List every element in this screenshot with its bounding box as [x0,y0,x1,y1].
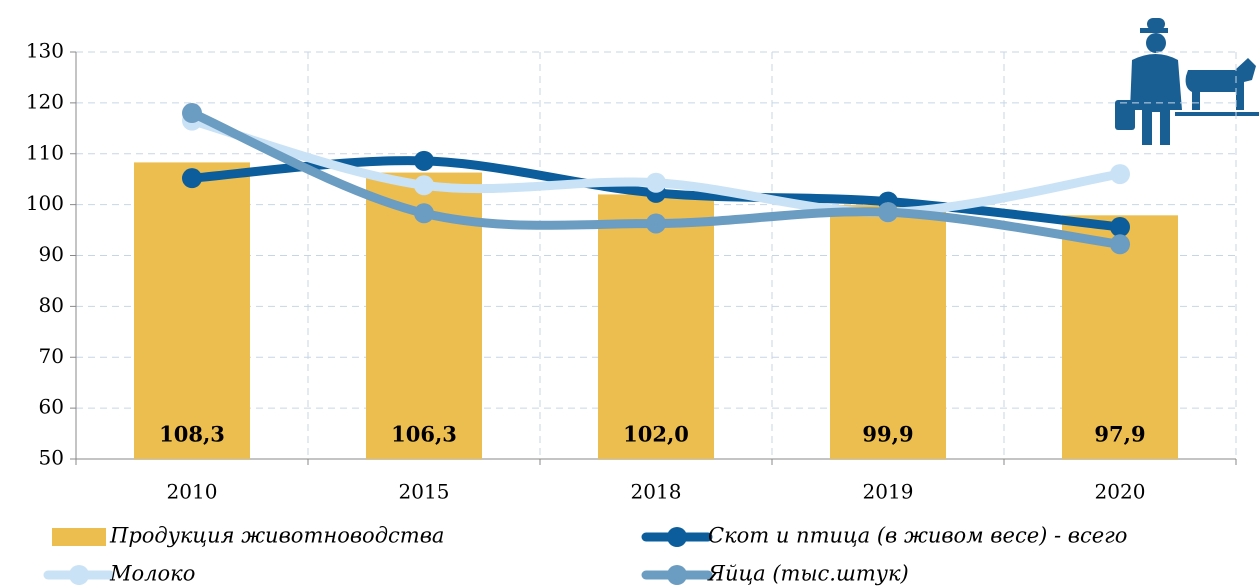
legend-label: Яйца (тыс.штук) [707,562,909,586]
x-tick-label: 2019 [863,480,914,504]
point [414,203,434,224]
value-label: 102,0 [623,422,689,447]
point [182,168,202,189]
bar [598,194,714,459]
y-tick-label: 110 [26,140,64,164]
legend-label: Скот и птица (в живом весе) - всего [708,524,1127,548]
icon [1115,18,1259,145]
y-tick-label: 100 [26,191,64,215]
point [1110,217,1130,238]
value-label: 97,9 [1094,422,1145,447]
point [646,213,666,234]
point [878,202,898,223]
value-label: 99,9 [862,422,913,447]
point [1110,164,1130,185]
y-tick-label: 60 [39,395,64,419]
value-label: 108,3 [159,422,225,447]
legend-swatch [52,528,106,546]
legend-marker [667,527,687,547]
x-tick-label: 2015 [399,480,450,504]
point [646,172,666,193]
y-tick-label: 50 [39,446,64,470]
point [182,103,202,124]
bar [134,162,250,459]
x-tick-label: 2018 [631,480,682,504]
y-tick-label: 70 [39,344,64,368]
x-tick-label: 2020 [1095,480,1146,504]
legend-marker [69,565,89,585]
bar [830,205,946,459]
y-tick-label: 90 [39,242,64,266]
legend-marker [667,565,687,585]
x-tick-label: 2010 [167,480,218,504]
y-tick-label: 80 [39,293,64,317]
point [414,150,434,171]
legend-label: Молоко [109,562,195,586]
point [414,175,434,196]
value-label: 106,3 [391,422,457,447]
point [1110,234,1130,255]
legend-label: Продукция животноводства [109,524,444,548]
y-tick-label: 120 [26,89,64,113]
bar [1062,215,1178,459]
y-tick-label: 130 [26,39,64,63]
